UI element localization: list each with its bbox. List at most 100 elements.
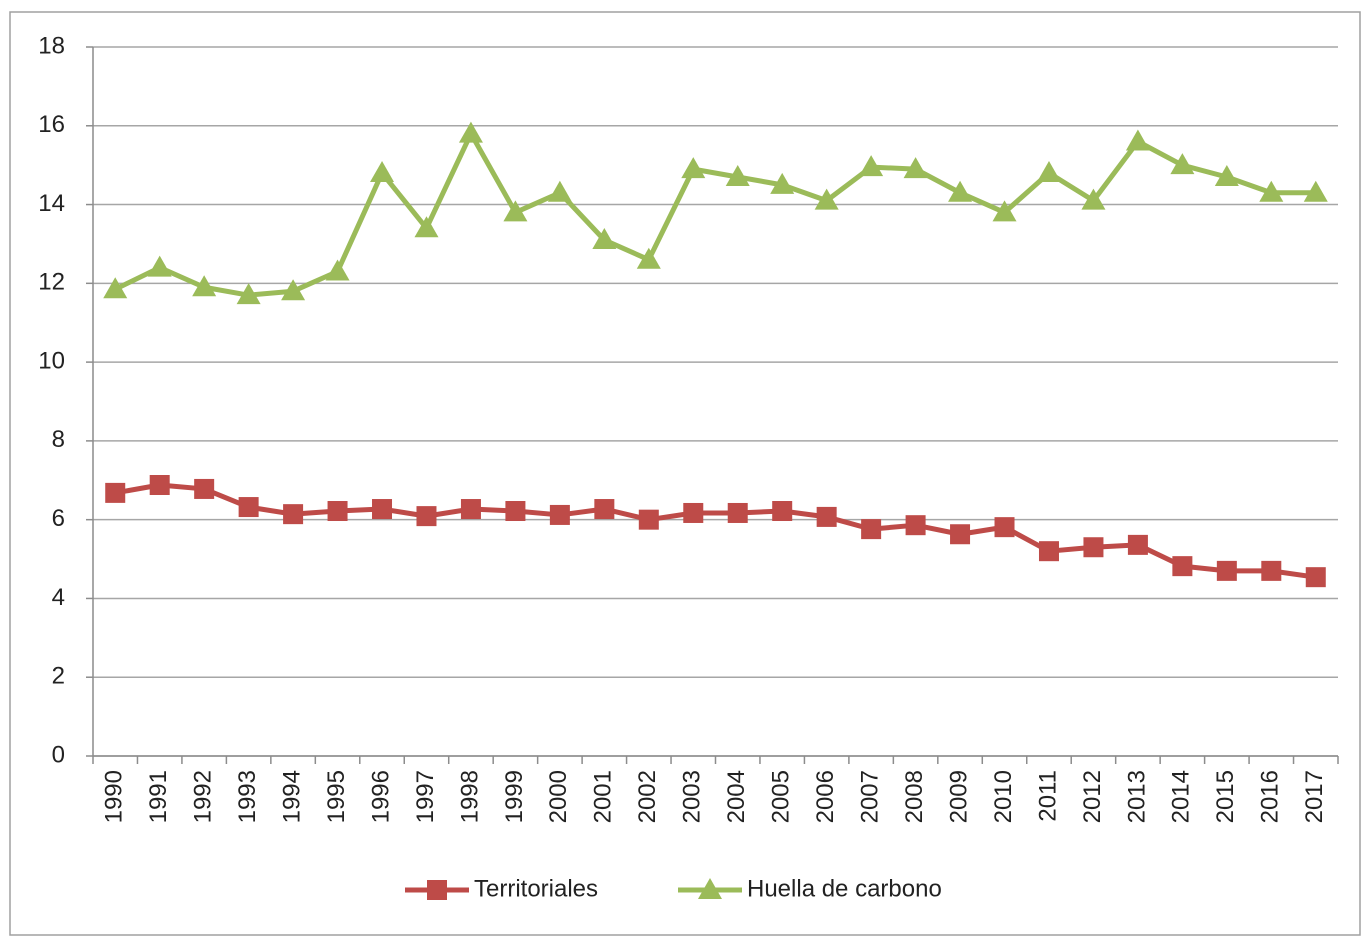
point-marker	[1170, 153, 1195, 175]
point-marker	[1081, 188, 1106, 210]
x-tick-label: 2007	[856, 770, 883, 823]
point-marker	[594, 499, 615, 520]
y-tick-label: 8	[52, 426, 65, 453]
x-tick-label: 1996	[367, 770, 394, 823]
point-marker	[414, 216, 439, 238]
point-marker	[948, 180, 973, 202]
point-marker	[1083, 537, 1104, 558]
point-marker	[238, 497, 259, 518]
point-marker	[1127, 534, 1148, 555]
x-tick-label: 2005	[768, 770, 795, 823]
x-tick-label: 2010	[990, 770, 1017, 823]
x-tick-label: 2006	[812, 770, 839, 823]
point-marker	[281, 279, 306, 301]
x-tick-label: 2009	[945, 770, 972, 823]
legend-marker	[698, 878, 722, 899]
point-marker	[372, 499, 393, 520]
chart-frame	[9, 11, 1361, 936]
series-line	[114, 482, 1317, 580]
point-marker	[638, 509, 659, 530]
x-tick-label: 1994	[278, 770, 305, 823]
point-marker	[592, 228, 617, 250]
y-tick-label: 14	[38, 190, 65, 217]
point-marker	[683, 502, 704, 523]
point-marker	[549, 504, 570, 525]
point-marker	[950, 524, 971, 545]
y-tick-label: 0	[52, 741, 65, 768]
x-tick-label: 2017	[1301, 770, 1328, 823]
point-marker	[192, 275, 217, 297]
y-tick-label: 10	[38, 347, 65, 374]
x-tick-label: 2014	[1168, 770, 1195, 823]
x-tick-label: 1993	[234, 770, 261, 823]
point-marker	[149, 475, 170, 496]
point-marker	[1125, 129, 1150, 151]
point-marker	[503, 200, 528, 222]
point-marker	[1261, 560, 1282, 581]
point-marker	[1259, 180, 1284, 202]
x-tick-label: 2008	[901, 770, 928, 823]
x-tick-label: 1990	[101, 770, 128, 823]
x-tick-label: 2003	[679, 770, 706, 823]
point-marker	[1036, 161, 1061, 183]
point-marker	[903, 157, 928, 179]
point-marker	[1038, 541, 1059, 562]
point-marker	[994, 517, 1015, 538]
x-tick-label: 2000	[545, 770, 572, 823]
x-tick-label: 1998	[456, 770, 483, 823]
y-tick-label: 12	[38, 269, 65, 296]
y-tick-label: 6	[52, 505, 65, 532]
point-marker	[725, 164, 750, 186]
x-tick-label: 1999	[501, 770, 528, 823]
x-tick-label: 1997	[412, 770, 439, 823]
point-marker	[992, 200, 1017, 222]
point-marker	[770, 172, 795, 194]
point-marker	[816, 506, 837, 527]
legend-label: Huella de carbono	[747, 875, 942, 902]
point-marker	[416, 506, 437, 527]
legend-marker	[427, 880, 447, 900]
point-marker	[283, 504, 304, 525]
x-tick-label: 2002	[634, 770, 661, 823]
point-marker	[147, 255, 172, 277]
y-tick-label: 18	[38, 32, 65, 59]
point-marker	[1172, 556, 1193, 577]
y-tick-label: 16	[38, 111, 65, 138]
point-marker	[905, 515, 926, 536]
point-marker	[458, 121, 483, 143]
y-tick-label: 4	[52, 584, 65, 611]
point-marker	[1303, 180, 1328, 202]
point-marker	[1305, 567, 1326, 588]
point-marker	[505, 501, 526, 522]
point-marker	[327, 501, 348, 522]
x-tick-label: 2001	[590, 770, 617, 823]
point-marker	[636, 247, 661, 269]
x-tick-label: 2015	[1212, 770, 1239, 823]
point-marker	[105, 482, 126, 503]
x-tick-label: 2016	[1257, 770, 1284, 823]
y-tick-label: 2	[52, 663, 65, 690]
legend-label: Territoriales	[474, 875, 598, 902]
point-marker	[681, 157, 706, 179]
point-marker	[861, 519, 882, 540]
point-marker	[460, 499, 481, 520]
point-marker	[547, 180, 572, 202]
point-marker	[103, 277, 128, 299]
x-tick-label: 1995	[323, 770, 350, 823]
point-marker	[1216, 560, 1237, 581]
point-marker	[325, 259, 350, 281]
point-marker	[1214, 164, 1239, 186]
x-tick-label: 2012	[1079, 770, 1106, 823]
x-tick-label: 2013	[1123, 770, 1150, 823]
point-marker	[236, 283, 261, 305]
x-tick-label: 2011	[1034, 770, 1061, 822]
point-marker	[370, 161, 395, 183]
point-marker	[727, 502, 748, 523]
x-tick-label: 1992	[190, 770, 217, 823]
point-marker	[772, 501, 793, 522]
point-marker	[194, 478, 215, 499]
point-marker	[859, 155, 884, 177]
series-line	[114, 131, 1316, 298]
